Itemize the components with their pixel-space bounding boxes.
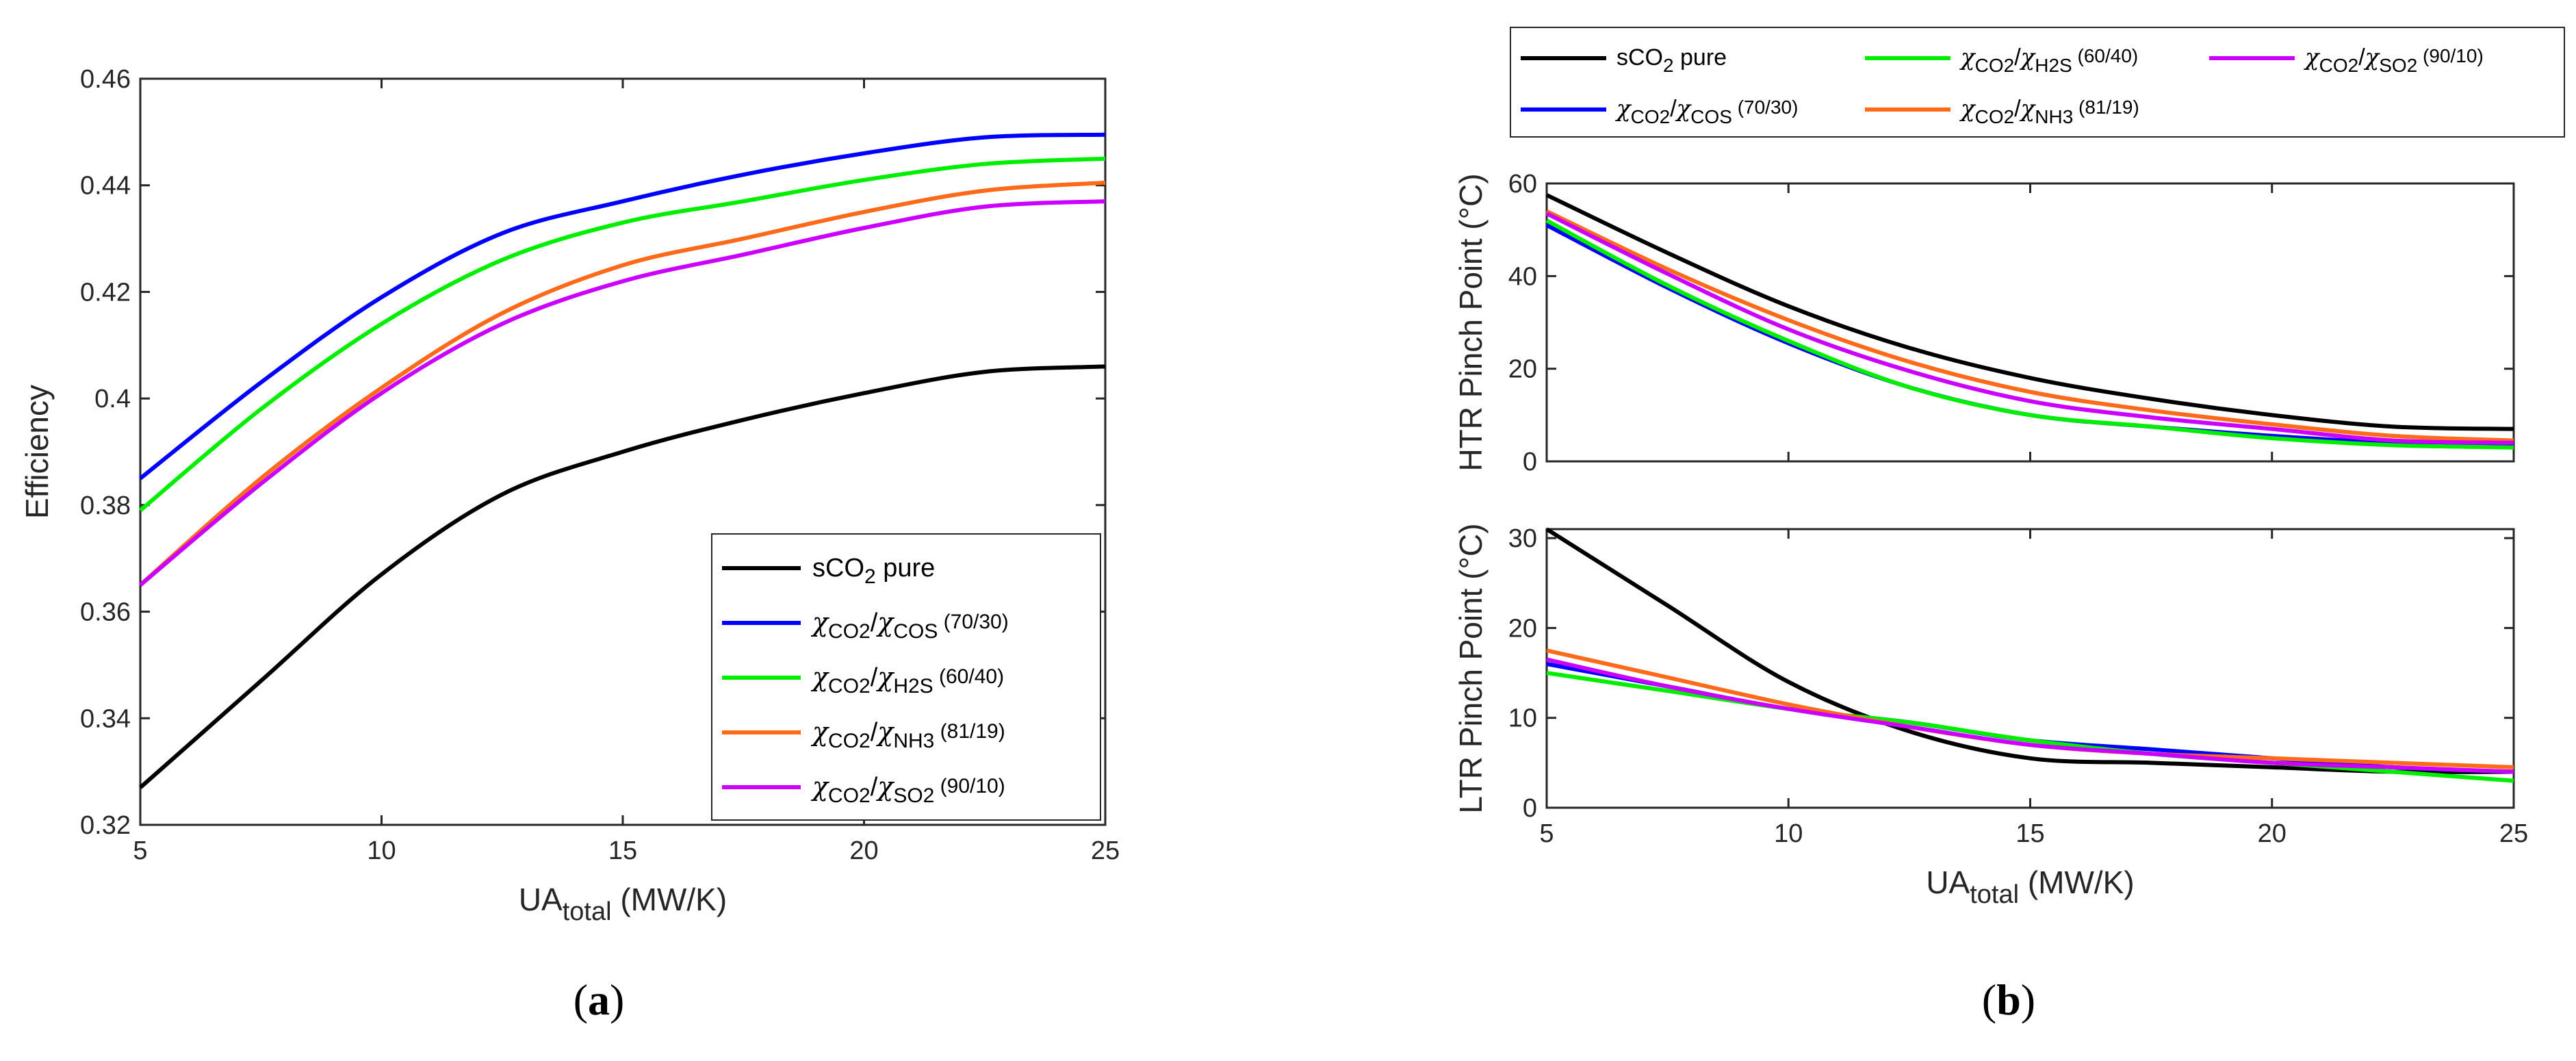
chart-panel-b-ltr: 5 10 15 20 25 0 10 20 30 LTR Pinch Point (°C) UAto… bbox=[1453, 524, 2528, 910]
chart-panel-a: 5 10 15 20 25 0.32 0.34 0.36 0.38 0.4 0.42 0.44 0.46… bbox=[19, 65, 1120, 926]
y-axis-label: LTR Pinch Point (°C) bbox=[1453, 524, 1489, 814]
x-tick-label: 25 bbox=[1091, 836, 1120, 865]
panel-label-a: (a) bbox=[574, 975, 625, 1024]
y-tick-label: 0.36 bbox=[80, 598, 131, 627]
legend-label-h2s: χCO2/χH2S (60/40) bbox=[810, 662, 1004, 698]
series-line-nh3 bbox=[1546, 648, 2514, 769]
x-tick-label: 20 bbox=[849, 836, 878, 865]
series-line-h2s bbox=[139, 156, 1106, 512]
legend-panel-a: sCO2 pure χCO2/χCOS (70/30) χCO2/χH2S (60/… bbox=[711, 533, 1101, 821]
x-axis-label: UAtotal (MW/K) bbox=[519, 882, 727, 926]
legend-label-so2: χCO2/χSO2 (90/10) bbox=[2304, 44, 2484, 76]
series-line-cos bbox=[1545, 223, 2514, 448]
series-line-sco2 bbox=[139, 364, 1106, 789]
legend-label-h2s: χCO2/χH2S (60/40) bbox=[1959, 44, 2138, 76]
series-line-sco2 bbox=[1545, 527, 2514, 774]
y-tick-label: 0.42 bbox=[80, 278, 131, 307]
series-line-nh3 bbox=[1545, 209, 2514, 443]
legend-label-sco2: sCO2 pure bbox=[812, 554, 935, 588]
panel-label-b: (b) bbox=[1982, 975, 2035, 1024]
legend-label-sco2: sCO2 pure bbox=[1617, 44, 1727, 76]
y-tick-label: 20 bbox=[1508, 614, 1537, 643]
series-line-h2s bbox=[1546, 671, 2514, 783]
x-tick-label: 5 bbox=[133, 836, 147, 865]
x-tick-label: 25 bbox=[2499, 819, 2528, 848]
legend-panel-b: sCO2 pure χCO2/χH2S (60/40) χCO2/χSO2 (90/… bbox=[1510, 27, 2565, 138]
y-tick-label: 10 bbox=[1508, 704, 1537, 733]
x-tick-label: 5 bbox=[1539, 819, 1554, 848]
y-tick-label: 0 bbox=[1523, 448, 1537, 476]
chart-panel-b-htr: 0 20 40 60 HTR Pinch Point (°C) bbox=[1453, 170, 2515, 476]
panel-labels: (a) (b) bbox=[574, 975, 2035, 1024]
series-line-sco2 bbox=[1545, 193, 2514, 431]
y-tick-label: 20 bbox=[1508, 355, 1537, 384]
y-tick-label: 0.34 bbox=[80, 704, 131, 733]
y-tick-label: 0.44 bbox=[80, 172, 131, 201]
y-tick-label: 0.46 bbox=[80, 65, 131, 94]
series-line-so2 bbox=[1546, 657, 2514, 774]
series-line-so2 bbox=[1545, 212, 2514, 445]
legend-label-nh3: χCO2/χNH3 (81/19) bbox=[1959, 95, 2139, 127]
series-line-cos bbox=[139, 132, 1106, 481]
y-tick-label: 0 bbox=[1523, 794, 1537, 823]
y-axis-label: Efficiency bbox=[19, 385, 55, 519]
y-tick-label: 0.32 bbox=[80, 811, 131, 840]
axes-box bbox=[1545, 182, 2515, 463]
series-line-nh3 bbox=[139, 180, 1106, 587]
x-tick-label: 15 bbox=[2015, 819, 2044, 848]
legend-box bbox=[1510, 27, 2565, 138]
legend-label-cos: χCO2/χCOS (70/30) bbox=[1615, 95, 1798, 127]
x-tick-label: 20 bbox=[2258, 819, 2287, 848]
y-axis-label: HTR Pinch Point (°C) bbox=[1453, 173, 1489, 471]
y-tick-label: 60 bbox=[1508, 170, 1537, 199]
x-axis-label: UAtotal (MW/K) bbox=[1926, 865, 2134, 909]
x-tick-label: 10 bbox=[367, 836, 396, 865]
legend-label-cos: χCO2/χCOS (70/30) bbox=[810, 607, 1009, 643]
legend-label-nh3: χCO2/χNH3 (81/19) bbox=[810, 717, 1005, 752]
series-line-so2 bbox=[139, 199, 1106, 587]
x-tick-label: 10 bbox=[1774, 819, 1803, 848]
y-tick-label: 40 bbox=[1508, 262, 1537, 291]
x-tick-label: 15 bbox=[608, 836, 637, 865]
series-line-cos bbox=[1546, 661, 2514, 774]
y-tick-label: 0.38 bbox=[80, 491, 131, 520]
y-tick-label: 30 bbox=[1508, 524, 1537, 553]
legend-label-so2: χCO2/χSO2 (90/10) bbox=[810, 771, 1005, 807]
series-line-h2s bbox=[1545, 218, 2514, 450]
y-tick-label: 0.4 bbox=[94, 385, 131, 413]
